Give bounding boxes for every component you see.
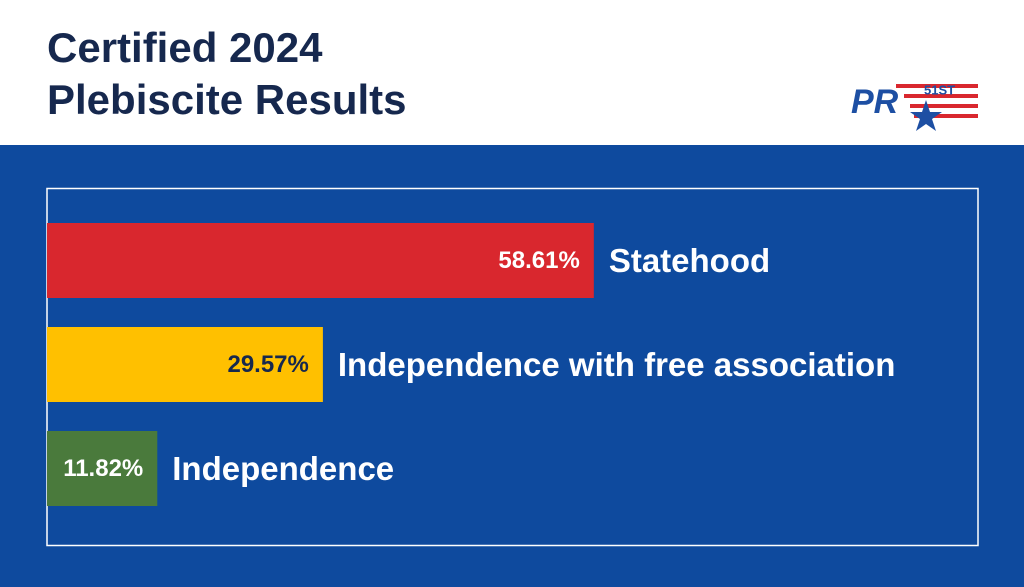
value-label: 58.61% [498,247,579,274]
logo-stripe [910,104,978,108]
category-label: Independence [172,450,394,487]
logo-stripe [896,84,978,88]
bar [47,327,323,402]
bar [47,223,594,298]
logo: PR 51ST [851,83,978,131]
category-label: Statehood [609,242,770,279]
logo-badge: 51ST [924,83,955,98]
category-label: Independence with free association [338,346,895,383]
logo-text: PR [851,83,899,121]
logo-stripe [914,114,978,118]
chart-title: Certified 2024 Plebiscite Results [47,24,407,123]
bar [47,431,158,506]
logo-stripe [904,94,978,98]
value-label: 29.57% [227,351,308,378]
logo-star [910,100,942,131]
value-label: 11.82% [63,455,143,482]
